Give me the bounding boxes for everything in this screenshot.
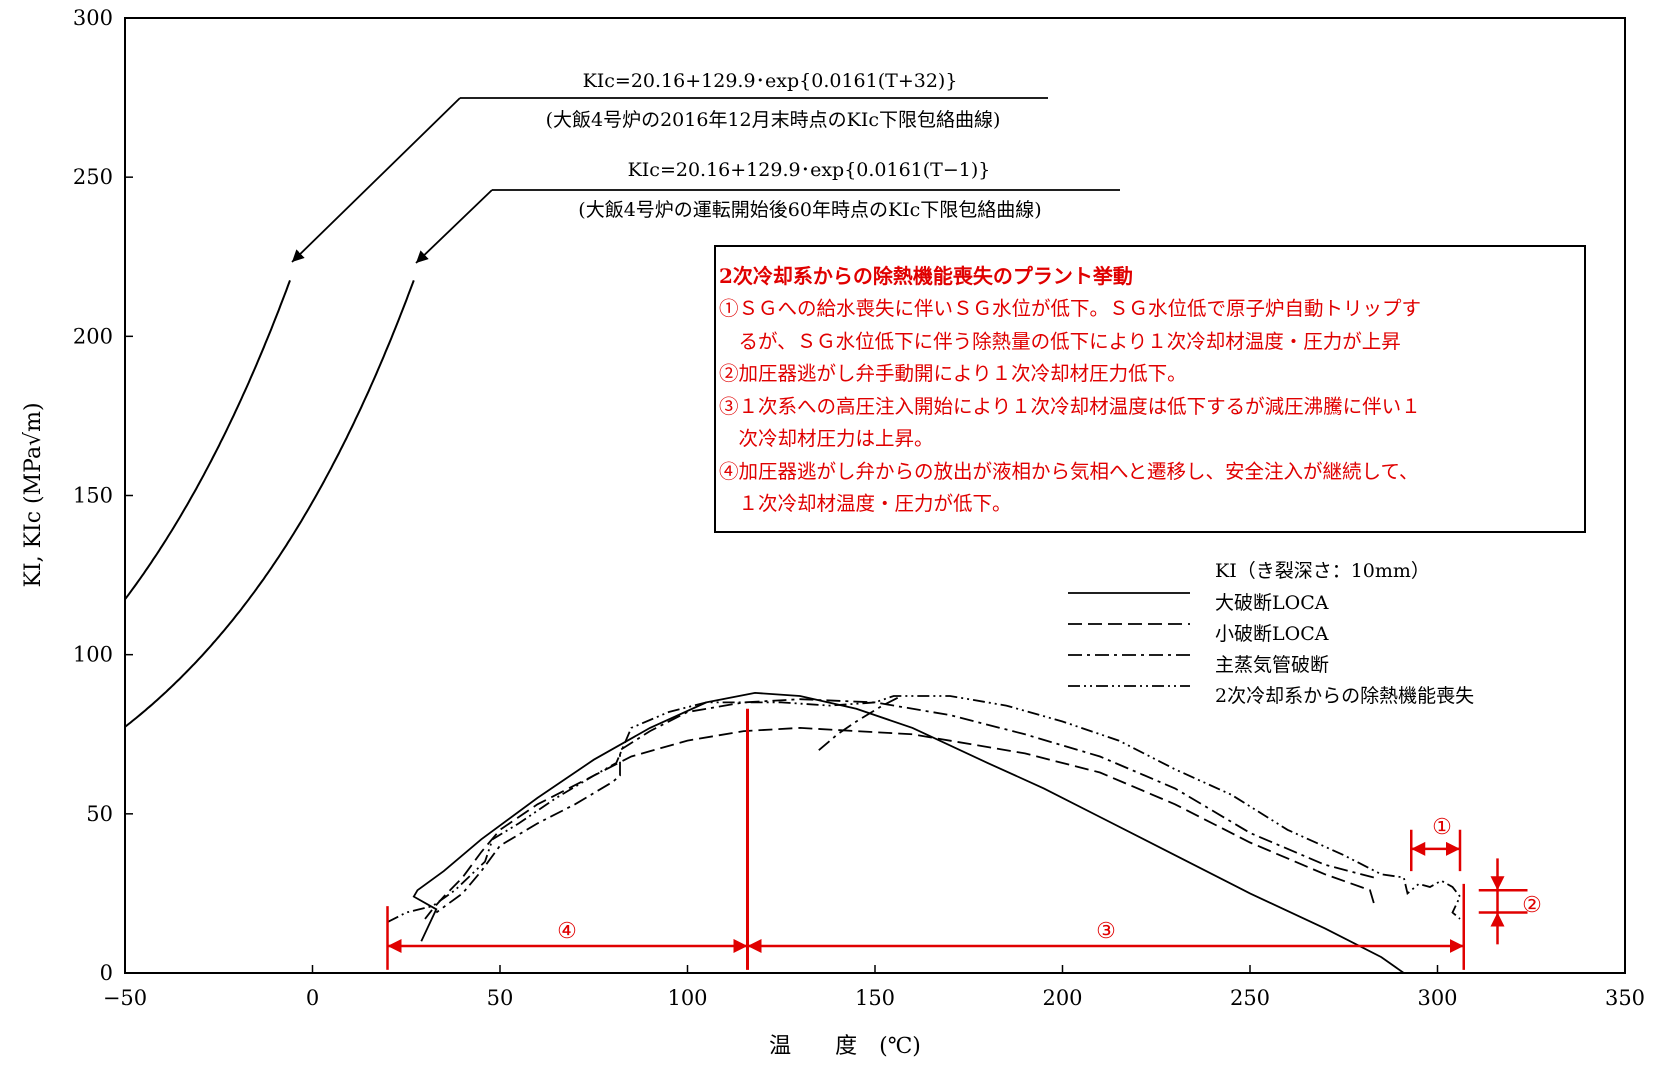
legend-label-3: 主蒸気管破断 (1215, 654, 1329, 676)
x-tick-label: −50 (103, 986, 147, 1010)
x-tick-label: 0 (306, 986, 319, 1010)
kic-curve-2 (124, 280, 415, 728)
callout-arrow-1 (291, 97, 461, 263)
red-annotations (386, 708, 1528, 970)
event-box-line: ②加圧器逃がし弁手動開により１次冷却材圧力低下。 (719, 362, 1187, 385)
range-label-3: ③ (1096, 919, 1116, 944)
event-box-title: 2次冷却系からの除熱機能喪失のプラント挙動 (719, 264, 1133, 288)
y-tick-label: 50 (86, 802, 113, 826)
x-tick-label: 300 (1417, 986, 1457, 1010)
event-box-line: ①ＳＧへの給水喪失に伴いＳＧ水位が低下。ＳＧ水位低で原子炉自動トリップす (719, 297, 1421, 320)
x-tick-label: 50 (487, 986, 514, 1010)
axis-ticks: −50 0 50 100 150 200 250 300 3500501001502002503… (73, 6, 1645, 1010)
formula-callouts (291, 97, 1120, 264)
event-box-line: ④加圧器逃がし弁からの放出が液相から気相へと遷移し、安全注入が継続して、 (719, 460, 1418, 483)
event-box-line: 次冷却材圧力は上昇。 (719, 427, 934, 450)
x-tick-label: 350 (1605, 986, 1645, 1010)
kic-note-1: (大飯4号炉の2016年12月末時点のKIc下限包絡曲線) (546, 109, 1001, 131)
x-axis-title: 温 度 (℃) (769, 1034, 921, 1059)
kic-formula-2: KIc=20.16+129.9･exp{0.0161(T−1)} (628, 159, 991, 181)
series-line-4 (387, 695, 1462, 923)
event-box-frame (714, 245, 1586, 533)
x-tick-label: 200 (1042, 986, 1082, 1010)
kic-note-2: (大飯4号炉の運転開始後60年時点のKIc下限包絡曲線) (578, 199, 1041, 221)
legend-label-2: 小破断LOCA (1215, 623, 1329, 645)
y-tick-label: 0 (100, 961, 113, 985)
y-tick-label: 100 (73, 643, 113, 667)
y-tick-label: 300 (73, 6, 113, 30)
x-tick-label: 100 (667, 986, 707, 1010)
callout-arrow-2 (415, 189, 493, 264)
series-line-1 (412, 691, 1405, 974)
kic-curve-1 (124, 280, 291, 600)
range-label-1: ① (1432, 815, 1452, 840)
y-tick-label: 200 (73, 324, 113, 348)
kic-formula-1: KIc=20.16+129.9･exp{0.0161(T+32)} (583, 70, 958, 92)
series-segment-1 (818, 695, 902, 751)
y-tick-label: 250 (73, 165, 113, 189)
legend-label-1: 大破断LOCA (1215, 592, 1329, 614)
event-box: 2次冷却系からの除熱機能喪失のプラント挙動 ①ＳＧへの給水喪失に伴いＳＧ水位が低… (714, 245, 1586, 533)
data-curves (124, 280, 1462, 974)
range-label-4: ④ (557, 919, 577, 944)
series-line-2 (424, 726, 1375, 920)
event-box-line: るが、ＳＧ水位低下に伴う除熱量の低下により１次冷却材温度・圧力が上昇 (719, 330, 1401, 353)
event-box-line: ③１次系への高圧注入開始により１次冷却材温度は低下するが減圧沸騰に伴い１ (719, 395, 1421, 418)
legend-title: KI（き裂深さ：10mm） (1215, 560, 1430, 582)
series-line-3 (435, 698, 1375, 914)
event-box-line: １次冷却材温度・圧力が低下。 (719, 492, 1012, 515)
x-tick-label: 150 (855, 986, 895, 1010)
y-tick-label: 150 (73, 484, 113, 508)
x-tick-label: 250 (1230, 986, 1270, 1010)
legend-label-4: 2次冷却系からの除熱機能喪失 (1215, 685, 1474, 707)
range-label-2: ② (1522, 893, 1542, 918)
legend: KI（き裂深さ：10mm） 大破断LOCA 小破断LOCA 主蒸気管破断 2次冷却系か… (1068, 560, 1474, 707)
y-axis-title: KI, KIc (MPa√m) (21, 402, 46, 587)
